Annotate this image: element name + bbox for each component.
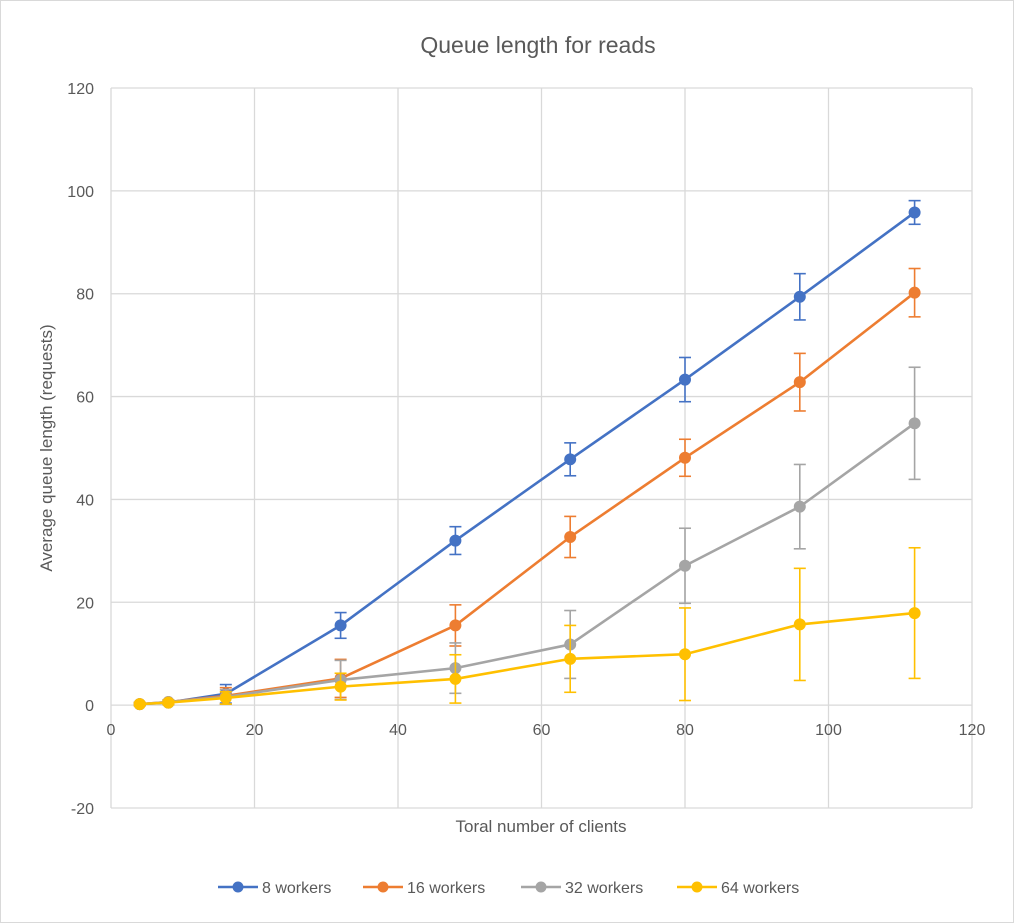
x-tick-label: 40 xyxy=(389,722,407,739)
legend-label: 32 workers xyxy=(565,880,643,897)
y-axis-title: Average queue length (requests) xyxy=(37,324,56,571)
y-tick-label: 100 xyxy=(67,184,94,201)
data-point xyxy=(133,698,146,711)
y-tick-labels: -20 0 20 40 60 80 100 120 xyxy=(67,81,94,818)
y-tick-label: 0 xyxy=(85,698,94,715)
data-point xyxy=(449,672,462,685)
data-point xyxy=(679,648,691,661)
data-point xyxy=(564,652,577,665)
data-point xyxy=(679,451,691,464)
legend-marker xyxy=(377,881,389,893)
x-tick-labels: 0 20 40 60 80 100 120 xyxy=(107,722,986,739)
data-point xyxy=(908,607,921,620)
series-line xyxy=(139,422,916,706)
legend-label: 8 workers xyxy=(262,880,331,897)
legend: 8 workers 16 workers 32 workers 64 workers xyxy=(218,880,799,897)
data-point xyxy=(219,691,232,704)
data-point xyxy=(793,290,806,303)
y-tick-label: 120 xyxy=(67,81,94,98)
y-tick-label: -20 xyxy=(71,801,94,818)
x-tick-label: 100 xyxy=(815,722,842,739)
y-tick-label: 20 xyxy=(76,595,94,612)
data-point xyxy=(564,453,577,466)
series-1 xyxy=(133,199,921,711)
data-point xyxy=(162,696,175,709)
data-point xyxy=(449,619,462,632)
data-point xyxy=(793,376,806,389)
legend-item: 32 workers xyxy=(521,880,643,897)
data-point xyxy=(908,286,921,299)
x-tick-label: 60 xyxy=(533,722,551,739)
legend-item: 64 workers xyxy=(677,880,799,897)
data-point xyxy=(449,534,462,547)
y-tick-label: 40 xyxy=(76,492,94,509)
y-tick-label: 80 xyxy=(76,287,94,304)
series-4 xyxy=(133,546,921,711)
legend-label: 16 workers xyxy=(407,880,485,897)
x-tick-label: 120 xyxy=(959,722,986,739)
x-tick-label: 80 xyxy=(676,722,694,739)
legend-marker xyxy=(535,881,547,893)
data-point xyxy=(679,373,691,386)
gridlines xyxy=(110,87,973,809)
data-point xyxy=(908,417,921,430)
x-tick-label: 0 xyxy=(107,722,116,739)
y-tick-label: 60 xyxy=(76,390,94,407)
legend-marker xyxy=(232,881,244,893)
data-point xyxy=(334,619,347,632)
series-line xyxy=(139,291,916,706)
series-line xyxy=(139,211,916,706)
chart-title: Queue length for reads xyxy=(420,32,655,58)
data-point xyxy=(564,530,577,543)
series-group xyxy=(133,199,921,711)
data-point xyxy=(334,680,347,693)
legend-marker xyxy=(691,881,703,893)
data-point xyxy=(793,618,806,631)
data-point xyxy=(908,206,921,219)
data-point xyxy=(679,559,691,572)
legend-item: 16 workers xyxy=(363,880,485,897)
x-axis-title: Toral number of clients xyxy=(455,817,626,836)
legend-item: 8 workers xyxy=(218,880,331,897)
data-point xyxy=(793,500,806,513)
x-tick-label: 20 xyxy=(246,722,264,739)
series-3 xyxy=(133,366,921,711)
legend-label: 64 workers xyxy=(721,880,799,897)
